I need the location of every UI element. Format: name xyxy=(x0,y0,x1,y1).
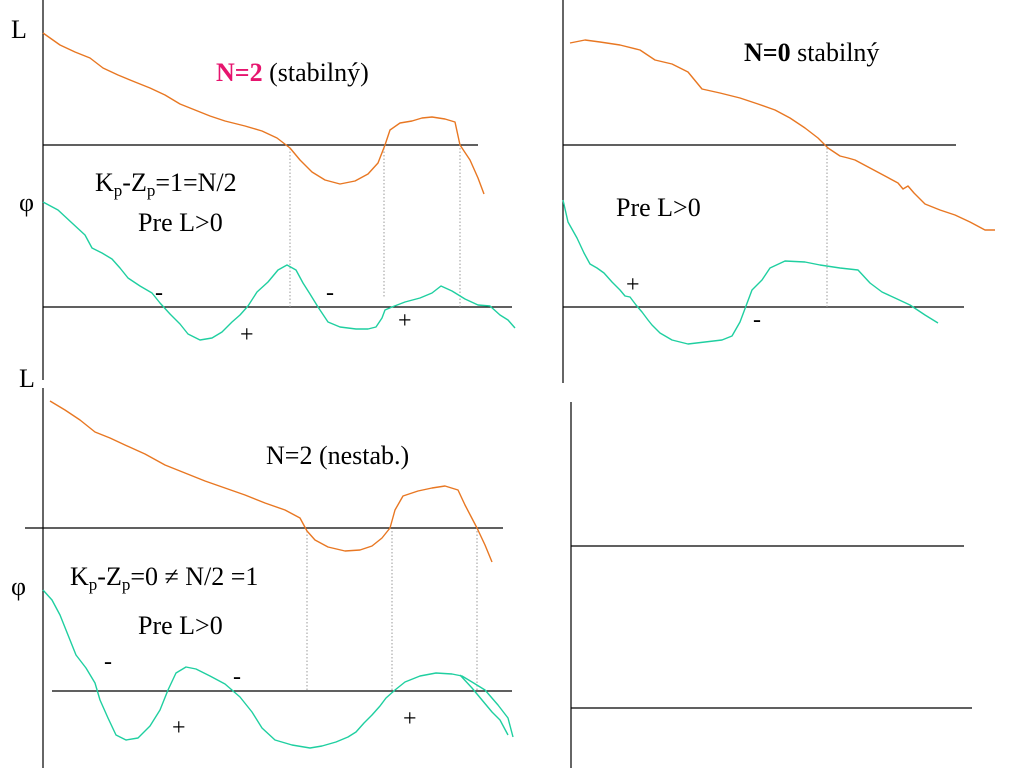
panel1-title-strong: N=2 xyxy=(216,58,263,87)
panel3-eq-sub1: p xyxy=(88,575,98,594)
panel3-sign-1: - xyxy=(104,649,112,675)
panel1-title-rest: (stabilný) xyxy=(262,58,369,87)
panel3-eq-k: K xyxy=(70,562,89,591)
panel3-eq-sub2: p xyxy=(121,575,131,594)
panel3-condition: Pre L>0 xyxy=(138,611,223,640)
panel2-sign-2: - xyxy=(753,307,761,333)
panel3-sign-2: + xyxy=(172,715,186,741)
panel2-title: N=0 stabilný xyxy=(744,40,879,66)
panel3-phase-curve xyxy=(42,589,514,749)
panel3-magnitude-curve xyxy=(49,400,493,563)
panel2-title-rest: stabilný xyxy=(790,38,880,67)
panel1-eq-sub1: p xyxy=(113,181,123,200)
panel3-eq-tail: =0 ≠ N/2 =1 xyxy=(130,562,259,591)
panel3-title: N=2 (nestab.) xyxy=(266,441,410,470)
panel1-eq-sub2: p xyxy=(146,181,156,200)
panel3-sign-4: + xyxy=(403,706,417,732)
panel2-title-strong: N=0 xyxy=(744,38,791,67)
panel1-magnitude-axis-label: L xyxy=(11,15,27,44)
panel1-eq-z: -Z xyxy=(122,168,147,197)
panel1-sign-4: + xyxy=(398,308,412,334)
panel1-sign-3: - xyxy=(326,280,334,306)
panel2-condition: Pre L>0 xyxy=(616,193,701,222)
panel3-sign-3: - xyxy=(233,664,241,690)
panel3-phase-axis-label: φ xyxy=(11,572,27,601)
panel3-equation: Kp-Zp=0 ≠ N/2 =1 xyxy=(70,562,259,594)
panel1-sign-1: - xyxy=(155,280,163,306)
panel3-phase-curve-branch xyxy=(459,674,509,736)
panel3-eq-z: -Z xyxy=(97,562,122,591)
panel2-phase-curve xyxy=(562,199,939,345)
panel1-eq-tail: =1=N/2 xyxy=(155,168,237,197)
panel1-sign-2: + xyxy=(240,322,254,348)
panel1-magnitude-curve xyxy=(42,32,485,195)
panel2-magnitude-curve xyxy=(569,39,995,231)
panel1-condition: Pre L>0 xyxy=(138,208,223,237)
panel3-magnitude-axis-label: L xyxy=(19,364,35,393)
panel1-title: N=2 (stabilný) xyxy=(216,60,369,86)
panel2-sign-1: + xyxy=(626,272,640,298)
panel1-phase-curve xyxy=(42,201,516,341)
panel1-equation: Kp-Zp=1=N/2 xyxy=(95,168,237,200)
panel1-eq-k: K xyxy=(95,168,114,197)
panel1-phase-axis-label: φ xyxy=(19,188,35,217)
